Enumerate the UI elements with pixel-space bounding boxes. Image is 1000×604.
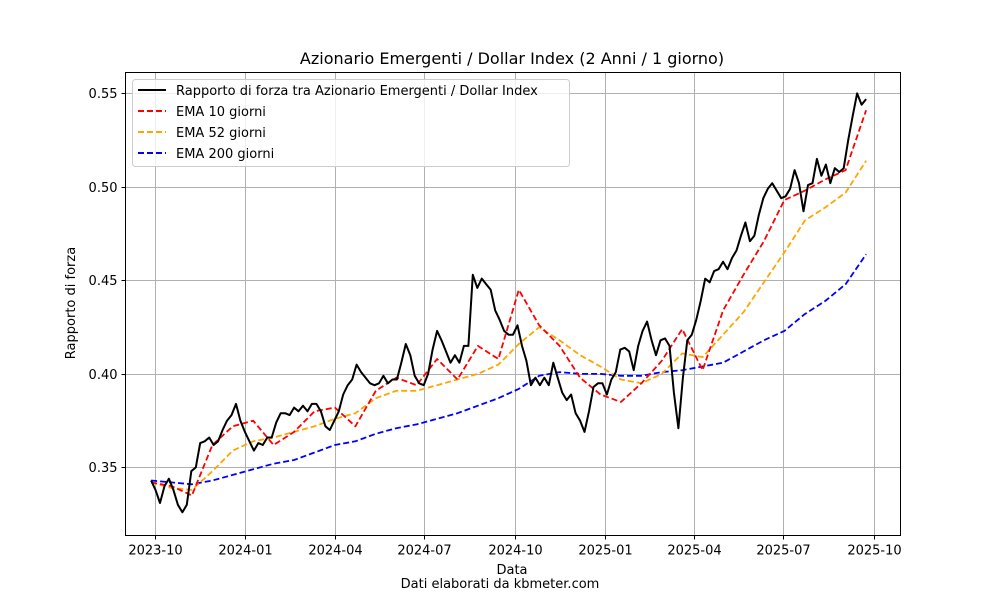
y-axis-label: Rapporto di forza [64,247,79,359]
x-tick-label: 2025-04 [667,544,721,559]
x-tick-label: 2025-07 [756,544,810,559]
series-line-ema-200-giorni [151,253,867,486]
series-line-ratio [150,92,867,514]
footer-credit: Dati elaborati da kbmeter.com [401,577,600,592]
x-tick-label: 2024-04 [308,544,362,559]
legend-label: EMA 200 giorni [176,147,274,162]
legend: Rapporto di forza tra Azionario Emergent… [132,79,570,167]
x-tick-label: 2025-10 [847,544,901,559]
x-tick-label: 2024-01 [218,544,272,559]
x-tick-label: 2024-10 [488,544,542,559]
x-tick-label: 2025-01 [578,544,632,559]
legend-label: Rapporto di forza tra Azionario Emergent… [176,84,538,99]
legend-box [132,79,570,167]
series-line-ema-10-giorni [150,110,867,497]
chart-title: Azionario Emergenti / Dollar Index (2 An… [300,49,724,68]
y-tick-label: 0.50 [89,181,118,196]
y-tick-label: 0.45 [89,274,118,289]
series-lines [150,92,867,514]
y-tick-label: 0.35 [89,461,118,476]
legend-label: EMA 10 giorni [176,105,266,120]
x-tick-label: 2023-10 [128,544,182,559]
legend-label: EMA 52 giorni [176,126,266,141]
x-axis-label: Data [496,563,527,578]
axis-ticks: 0.35 0.40 0.45 0.50 0.55 2023-10 2024-01 2024-0… [89,87,902,559]
plot-frame [125,72,901,536]
y-tick-label: 0.40 [89,368,118,383]
x-tick-label: 2024-07 [397,544,451,559]
y-tick-label: 0.55 [89,87,118,102]
